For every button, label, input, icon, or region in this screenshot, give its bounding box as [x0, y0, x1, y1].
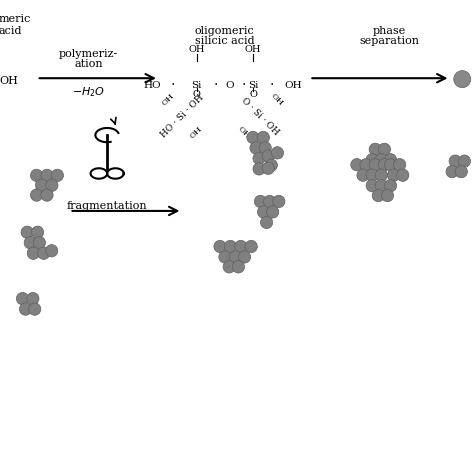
Circle shape [262, 150, 274, 162]
Text: ·: · [213, 78, 218, 92]
Circle shape [455, 165, 467, 178]
Text: fragmentation: fragmentation [67, 201, 147, 211]
Circle shape [36, 179, 47, 191]
Text: ·: · [270, 78, 274, 92]
Text: O · Si · OH: O · Si · OH [239, 96, 281, 137]
Text: oligomeric: oligomeric [195, 26, 255, 36]
Circle shape [250, 142, 262, 154]
Circle shape [259, 142, 271, 154]
Circle shape [360, 158, 372, 171]
Circle shape [253, 152, 265, 164]
Circle shape [33, 237, 46, 249]
Circle shape [238, 251, 251, 263]
Text: OH: OH [189, 125, 204, 141]
Circle shape [17, 292, 28, 305]
Text: OH: OH [188, 46, 205, 54]
Circle shape [245, 240, 257, 253]
Text: OH: OH [236, 125, 251, 141]
Text: OH: OH [245, 46, 261, 54]
Text: polymeriz-: polymeriz- [59, 49, 118, 59]
Text: ·: · [171, 78, 175, 92]
Circle shape [384, 154, 397, 166]
Text: Si: Si [248, 81, 258, 90]
Circle shape [261, 216, 273, 228]
Text: separation: separation [359, 36, 419, 46]
Circle shape [262, 162, 274, 174]
Circle shape [273, 195, 285, 208]
Circle shape [257, 131, 269, 144]
Circle shape [31, 226, 44, 238]
Text: O: O [192, 91, 201, 99]
Circle shape [382, 190, 393, 202]
Text: ation: ation [74, 59, 103, 69]
Circle shape [27, 292, 39, 305]
Circle shape [253, 163, 265, 175]
Circle shape [19, 303, 32, 315]
Text: acid: acid [0, 26, 22, 36]
Circle shape [224, 240, 237, 253]
Circle shape [28, 303, 41, 315]
Circle shape [265, 159, 277, 172]
Circle shape [219, 251, 231, 263]
Circle shape [229, 251, 241, 263]
Circle shape [378, 143, 391, 155]
Circle shape [21, 226, 33, 238]
Text: Si: Si [191, 81, 202, 90]
Circle shape [37, 247, 50, 259]
Circle shape [255, 195, 266, 208]
Text: O: O [225, 81, 234, 90]
Circle shape [351, 158, 363, 171]
Text: HO · Si · OH: HO · Si · OH [159, 93, 206, 139]
Circle shape [214, 240, 226, 253]
Circle shape [372, 190, 384, 202]
Circle shape [30, 169, 43, 182]
Text: meric: meric [0, 14, 31, 24]
Circle shape [271, 147, 283, 159]
Circle shape [257, 206, 270, 218]
Text: phase: phase [373, 26, 406, 36]
Text: OH: OH [0, 76, 18, 86]
Circle shape [46, 245, 58, 257]
Circle shape [458, 155, 471, 167]
Circle shape [247, 131, 259, 144]
Circle shape [41, 169, 53, 182]
Circle shape [30, 189, 43, 201]
Circle shape [366, 154, 378, 166]
Circle shape [27, 247, 39, 259]
Text: OH: OH [160, 91, 176, 108]
Circle shape [223, 261, 235, 273]
Circle shape [232, 261, 245, 273]
Circle shape [375, 169, 387, 182]
Text: OH: OH [269, 91, 284, 108]
Circle shape [46, 179, 58, 191]
Circle shape [397, 169, 409, 182]
Text: $-H_2O$: $-H_2O$ [72, 85, 105, 99]
Circle shape [369, 143, 382, 155]
Circle shape [366, 180, 378, 192]
Circle shape [266, 206, 279, 218]
Circle shape [366, 169, 378, 182]
Circle shape [24, 237, 36, 249]
Circle shape [393, 158, 406, 171]
Circle shape [384, 158, 397, 171]
Text: HO: HO [143, 81, 161, 90]
Circle shape [41, 189, 53, 201]
Circle shape [375, 154, 387, 166]
Circle shape [375, 180, 387, 192]
Text: silicic acid: silicic acid [195, 36, 255, 46]
Circle shape [454, 71, 471, 88]
Circle shape [446, 165, 458, 178]
Circle shape [357, 169, 369, 182]
Circle shape [378, 158, 391, 171]
Circle shape [449, 155, 461, 167]
Circle shape [384, 180, 397, 192]
Circle shape [387, 169, 400, 182]
Text: ·: · [241, 78, 246, 92]
Circle shape [51, 169, 64, 182]
Circle shape [235, 240, 247, 253]
Text: OH: OH [284, 81, 302, 90]
Circle shape [369, 158, 382, 171]
Circle shape [264, 195, 276, 208]
Text: O: O [249, 91, 257, 99]
